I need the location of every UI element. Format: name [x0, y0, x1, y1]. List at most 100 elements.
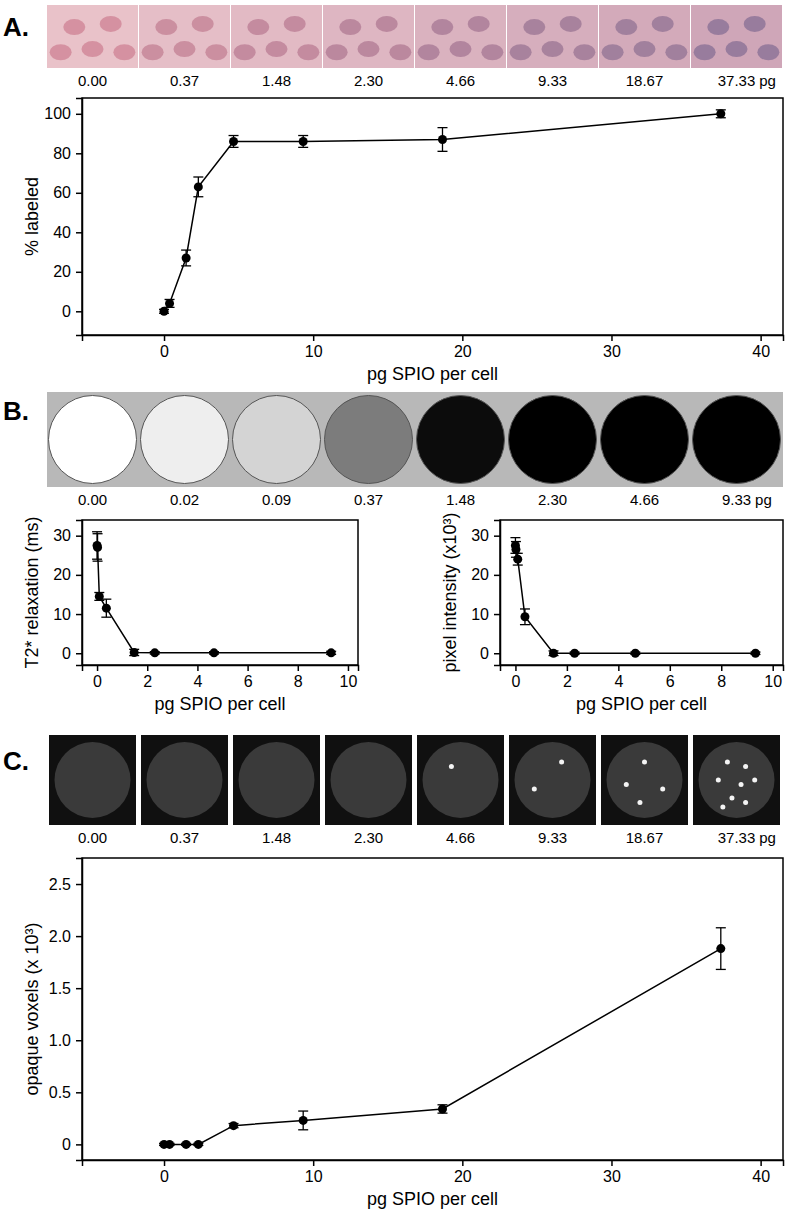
- image-caption: 1.48: [262, 72, 291, 89]
- cell-shape: [247, 19, 269, 35]
- y-axis: 0102030: [53, 521, 82, 666]
- tick-mark: [462, 335, 464, 341]
- data-point: [520, 612, 529, 621]
- tick: 10: [764, 665, 782, 690]
- mri-well: [141, 396, 229, 484]
- tick-label: 2: [143, 673, 152, 690]
- ct-sample: [607, 742, 683, 818]
- y-axis-title: % labeled: [22, 177, 42, 256]
- image-unit: pg: [759, 829, 776, 846]
- tick-label: 10: [764, 673, 782, 690]
- tick-label: 4: [614, 673, 623, 690]
- tick: 20: [454, 1160, 472, 1185]
- tick-mark: [760, 1160, 762, 1166]
- opaque-spot: [559, 760, 564, 765]
- ct-slice: [693, 735, 780, 825]
- axis-line: [83, 666, 359, 672]
- cell-shape: [82, 41, 104, 57]
- micrograph: [599, 5, 690, 68]
- tick: 0: [160, 335, 169, 360]
- error-cap: [193, 176, 203, 177]
- ct-sample: [147, 742, 223, 818]
- data-line: [164, 949, 721, 1145]
- cell-shape: [431, 19, 453, 35]
- error-bar: [298, 136, 308, 148]
- tick-label: 10: [53, 606, 71, 623]
- data-point: [327, 648, 336, 657]
- tick-label: 60: [53, 184, 71, 201]
- opaque-spot: [660, 787, 665, 792]
- tick-mark: [76, 1144, 82, 1146]
- tick: 0: [480, 645, 500, 662]
- tick-mark: [494, 535, 500, 537]
- micrograph: [47, 5, 138, 68]
- mri-well: [325, 396, 413, 484]
- image-caption: 18.67: [626, 72, 664, 89]
- opaque-spot: [716, 778, 721, 783]
- ct-sample: [331, 742, 407, 818]
- tick-mark: [147, 665, 149, 671]
- panel-label: A.: [3, 12, 29, 42]
- cell-shape: [205, 44, 227, 60]
- error-cap: [193, 196, 203, 197]
- plot-frame: [82, 98, 783, 335]
- tick-label: 0: [511, 673, 520, 690]
- image-caption: 37.33: [718, 72, 756, 89]
- tick-mark: [76, 311, 82, 313]
- data-point: [194, 182, 203, 191]
- tick: 20: [454, 335, 472, 360]
- tick-label: 1.0: [49, 1032, 71, 1049]
- error-bar: [93, 534, 103, 561]
- image-caption: 0.37: [170, 829, 199, 846]
- tick-mark: [462, 1160, 464, 1166]
- image-caption: 4.66: [630, 491, 659, 508]
- tick-label: 6: [244, 673, 253, 690]
- tick: 30: [603, 335, 621, 360]
- tick-mark: [76, 1092, 82, 1094]
- tick-mark: [76, 535, 82, 537]
- cell-shape: [634, 41, 656, 57]
- data-point: [165, 299, 174, 308]
- tick-mark: [164, 1160, 166, 1166]
- tick-mark: [494, 653, 500, 655]
- x-axis-title: pg SPIO per cell: [367, 1189, 498, 1209]
- data-line: [164, 114, 721, 311]
- cell-shape: [50, 44, 72, 60]
- image-caption: 2.30: [354, 829, 383, 846]
- chart: 010203040020406080100pg SPIO per cell% l…: [22, 98, 784, 384]
- tick-label: 10: [305, 1168, 323, 1185]
- error-bar: [716, 928, 726, 970]
- tick: 0: [62, 303, 82, 320]
- cell-shape: [155, 19, 177, 35]
- tick-label: 30: [603, 343, 621, 360]
- tick-label: 6: [666, 673, 675, 690]
- mri-well: [509, 396, 597, 484]
- tick-mark: [76, 114, 82, 116]
- opaque-spot: [720, 805, 725, 810]
- opaque-spot: [637, 800, 642, 805]
- image-unit: pg: [755, 491, 772, 508]
- micrograph: [507, 5, 598, 68]
- data-layer: [510, 538, 760, 658]
- tick-mark: [611, 335, 613, 341]
- cell-shape: [615, 19, 637, 35]
- image-caption: 1.48: [262, 829, 291, 846]
- tick: 30: [53, 527, 82, 544]
- micrograph: [231, 5, 322, 68]
- error-cap: [93, 560, 103, 561]
- tick-mark: [76, 653, 82, 655]
- tick-mark: [611, 1160, 613, 1166]
- mri-well: [601, 396, 689, 484]
- error-cap: [716, 927, 726, 928]
- ct-sample: [699, 742, 775, 818]
- cell-shape: [358, 41, 380, 57]
- panel-label: B.: [3, 396, 29, 426]
- cell-shape: [694, 44, 716, 60]
- ct-sample: [423, 742, 499, 818]
- ct-slice: [141, 735, 228, 825]
- error-cap: [510, 537, 520, 538]
- cell-shape: [297, 44, 319, 60]
- error-cap: [93, 533, 103, 534]
- tick-mark: [197, 665, 199, 671]
- ct-slice: [509, 735, 596, 825]
